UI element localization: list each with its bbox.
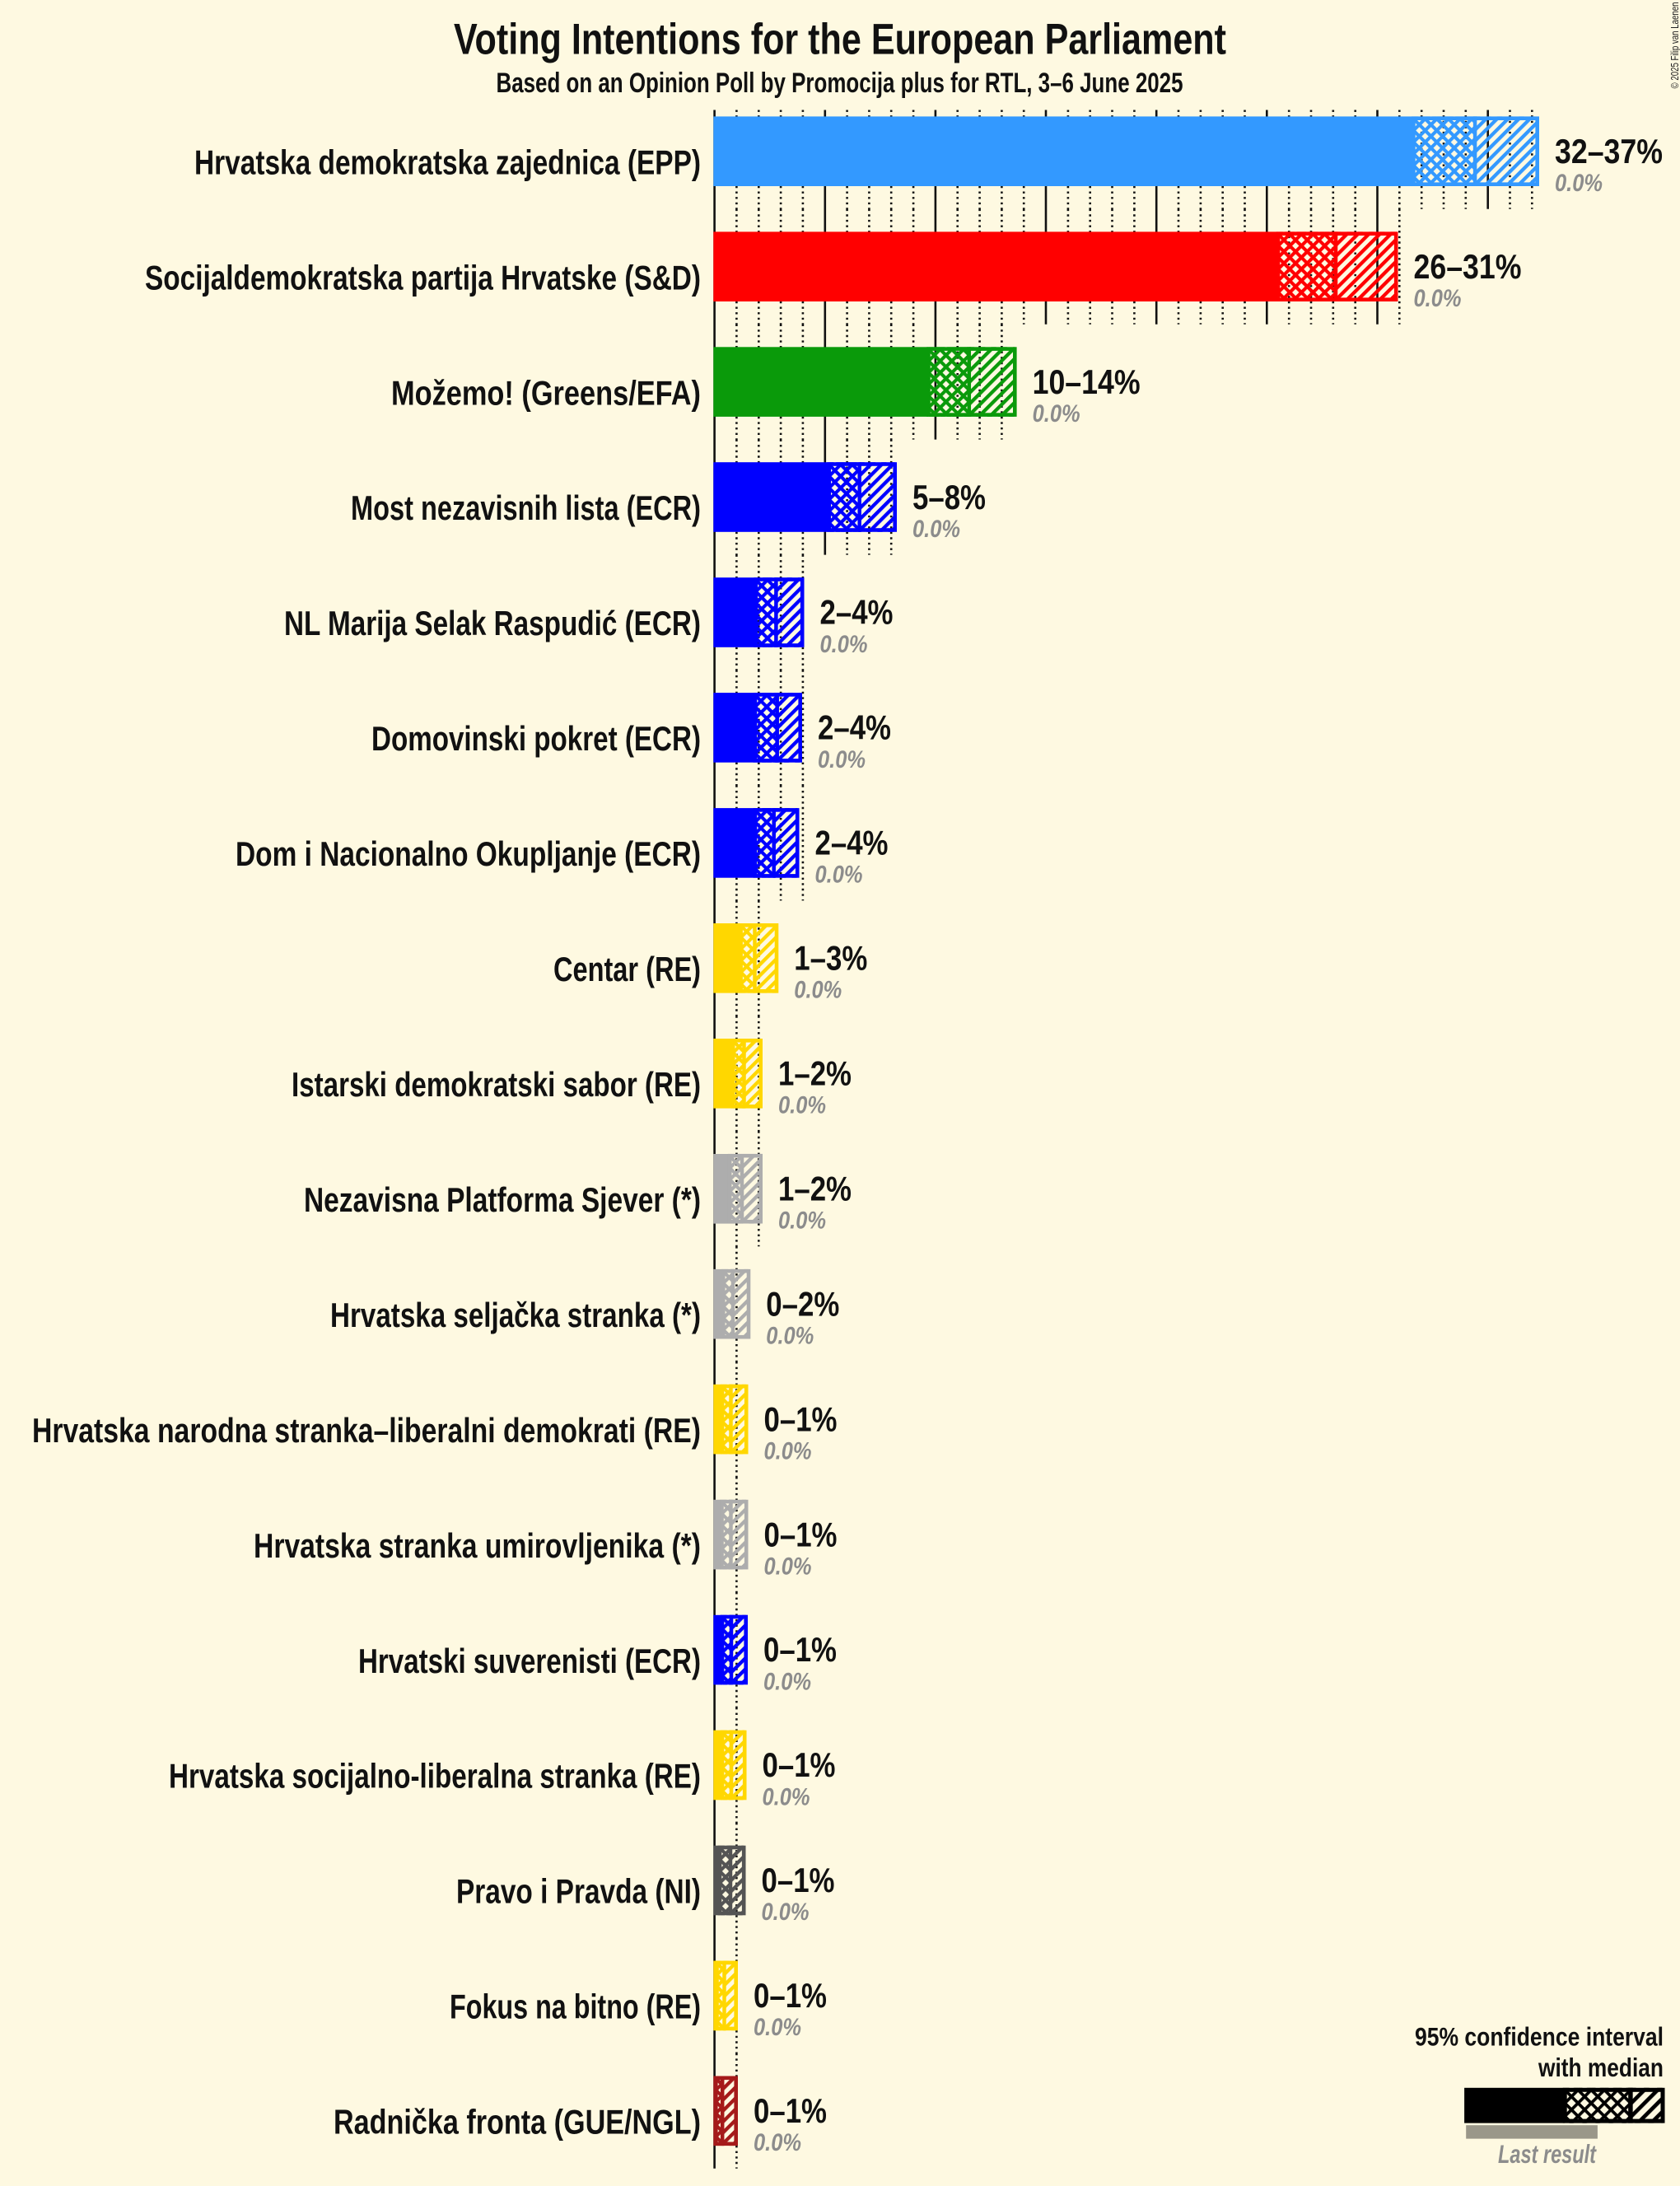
svg-text:Hrvatska demokratska zajednica: Hrvatska demokratska zajednica (EPP) (194, 142, 701, 181)
svg-text:© 2025 Filip van Laenen: © 2025 Filip van Laenen (1668, 2, 1680, 89)
svg-text:1–3%: 1–3% (794, 939, 867, 978)
svg-text:2–4%: 2–4% (815, 824, 889, 862)
svg-text:0.0%: 0.0% (766, 1323, 814, 1350)
svg-text:Hrvatska narodna stranka–liber: Hrvatska narodna stranka–liberalni demok… (32, 1411, 701, 1450)
svg-text:Dom i Nacionalno Okupljanje (E: Dom i Nacionalno Okupljanje (ECR) (236, 834, 701, 873)
svg-text:0.0%: 0.0% (762, 1899, 810, 1926)
svg-text:Domovinski pokret (ECR): Domovinski pokret (ECR) (371, 719, 701, 758)
svg-text:0.0%: 0.0% (764, 1437, 812, 1464)
svg-text:Hrvatska socijalno-liberalna s: Hrvatska socijalno-liberalna stranka (RE… (169, 1757, 701, 1796)
svg-text:2–4%: 2–4% (820, 593, 894, 632)
svg-text:0.0%: 0.0% (778, 1092, 826, 1119)
svg-text:5–8%: 5–8% (912, 478, 986, 516)
svg-text:Last result: Last result (1498, 2139, 1597, 2169)
svg-text:0.0%: 0.0% (1414, 285, 1462, 312)
svg-text:10–14%: 10–14% (1033, 362, 1141, 401)
svg-text:1–2%: 1–2% (778, 1170, 852, 1208)
svg-text:0.0%: 0.0% (794, 977, 842, 1004)
svg-text:0–2%: 0–2% (766, 1284, 839, 1323)
svg-text:0.0%: 0.0% (763, 1668, 811, 1695)
svg-text:Pravo i Pravda (NI): Pravo i Pravda (NI) (456, 1872, 701, 1911)
svg-text:0.0%: 0.0% (815, 862, 863, 889)
svg-text:0–1%: 0–1% (764, 1515, 838, 1553)
svg-text:Radnička fronta (GUE/NGL): Radnička fronta (GUE/NGL) (334, 2103, 701, 2142)
svg-text:1–2%: 1–2% (778, 1054, 852, 1093)
svg-text:with median: with median (1538, 2053, 1664, 2082)
svg-text:0.0%: 0.0% (818, 746, 866, 773)
svg-text:32–37%: 32–37% (1555, 132, 1663, 170)
svg-text:0.0%: 0.0% (820, 631, 868, 658)
svg-text:0–1%: 0–1% (754, 1976, 827, 2015)
svg-text:0.0%: 0.0% (912, 516, 960, 543)
svg-text:0–1%: 0–1% (762, 1861, 835, 1899)
svg-text:95% confidence interval: 95% confidence interval (1415, 2022, 1664, 2052)
svg-text:Istarski demokratski sabor (RE: Istarski demokratski sabor (RE) (292, 1065, 701, 1104)
svg-text:0.0%: 0.0% (1555, 170, 1603, 197)
svg-text:0.0%: 0.0% (754, 2014, 801, 2041)
svg-text:Fokus na bitno (RE): Fokus na bitno (RE) (450, 1987, 701, 2026)
svg-text:Based on an Opinion Poll by Pr: Based on an Opinion Poll by Promocija pl… (497, 68, 1183, 99)
svg-text:Socijaldemokratska partija Hrv: Socijaldemokratska partija Hrvatske (S&D… (145, 258, 701, 297)
svg-text:0.0%: 0.0% (764, 1553, 812, 1580)
svg-text:Hrvatska stranka umirovljenika: Hrvatska stranka umirovljenika (*) (254, 1526, 701, 1565)
svg-text:Možemo! (Greens/EFA): Možemo! (Greens/EFA) (391, 373, 701, 412)
svg-text:Most nezavisnih lista (ECR): Most nezavisnih lista (ECR) (351, 488, 701, 527)
svg-text:Hrvatska seljačka stranka (*): Hrvatska seljačka stranka (*) (330, 1296, 701, 1334)
svg-text:2–4%: 2–4% (818, 708, 891, 747)
svg-text:Centar (RE): Centar (RE) (553, 950, 701, 988)
svg-text:0.0%: 0.0% (1033, 400, 1080, 427)
svg-text:0.0%: 0.0% (763, 1783, 810, 1810)
svg-text:0–1%: 0–1% (763, 1630, 837, 1669)
svg-text:0–1%: 0–1% (764, 1399, 838, 1438)
svg-text:Hrvatski suverenisti (ECR): Hrvatski suverenisti (ECR) (358, 1642, 701, 1680)
svg-text:Nezavisna Platforma Sjever (*): Nezavisna Platforma Sjever (*) (304, 1180, 701, 1219)
svg-text:Voting Intentions for the Euro: Voting Intentions for the European Parli… (454, 16, 1226, 64)
svg-text:0–1%: 0–1% (754, 2091, 827, 2130)
svg-text:0–1%: 0–1% (763, 1745, 836, 1784)
svg-text:26–31%: 26–31% (1414, 247, 1522, 286)
svg-text:NL Marija Selak Raspudić (ECR): NL Marija Selak Raspudić (ECR) (284, 604, 701, 642)
svg-text:0.0%: 0.0% (754, 2129, 801, 2156)
svg-text:0.0%: 0.0% (778, 1207, 826, 1235)
